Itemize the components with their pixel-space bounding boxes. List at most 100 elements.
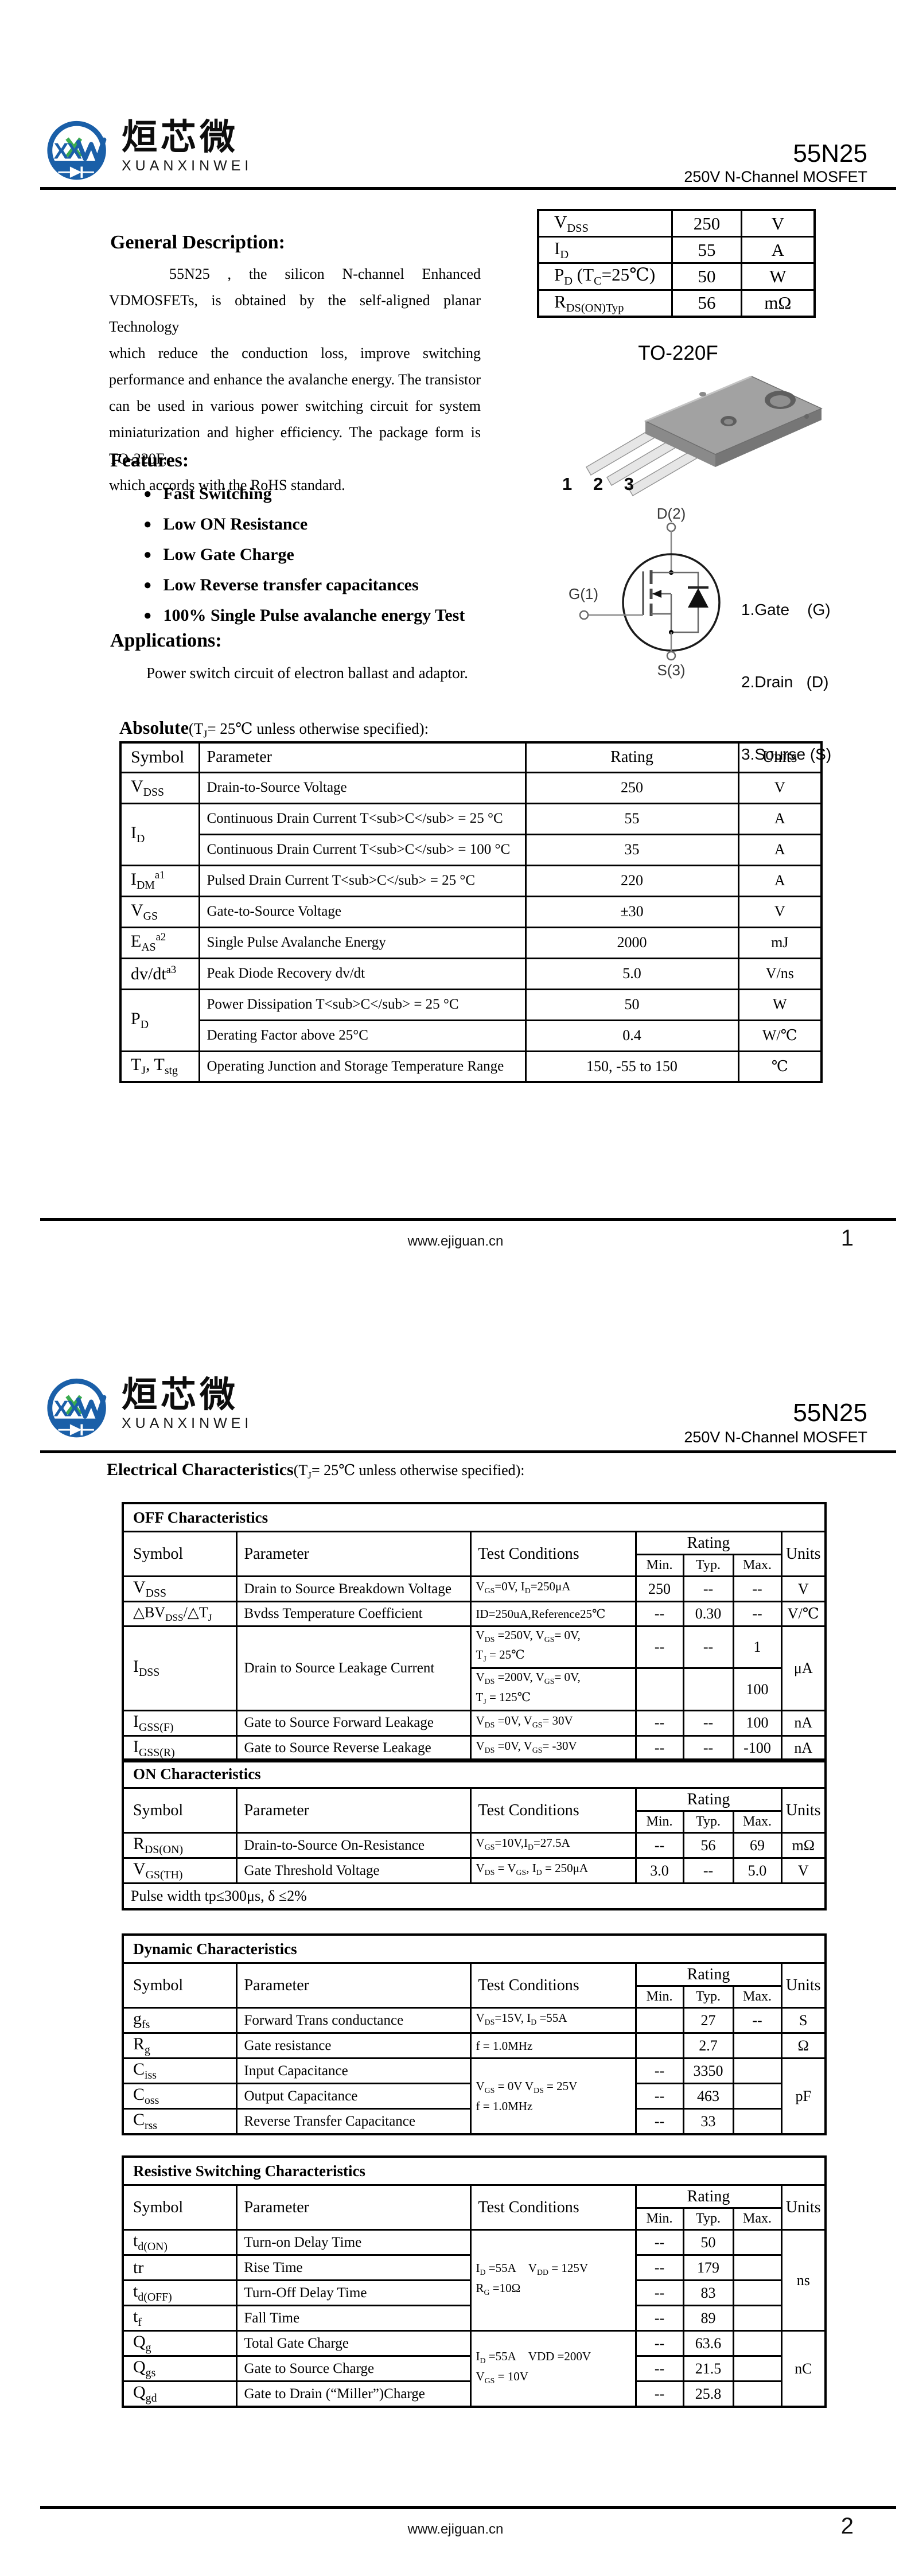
cell-typ: 2.7	[682, 2032, 734, 2059]
cell-test-conditions: VGS=0V, ID=250μA	[469, 1575, 637, 1602]
col-header-units: Units	[780, 1531, 827, 1577]
col-header-min: Min.	[634, 1554, 684, 1577]
cell-parameter: Rise Time	[235, 2254, 472, 2281]
cell-units: A	[737, 802, 823, 835]
col-header-rating: Rating	[634, 1531, 782, 1555]
cell-max: --	[732, 1601, 782, 1627]
bullet-icon: ●	[143, 517, 152, 532]
cell-parameter: Pulsed Drain Current T<sub>C</sub> = 25 …	[198, 864, 527, 897]
col-header-units: Units	[780, 1962, 827, 2009]
table-row: Rg Gate resistance f = 1.0MHz 2.7 Ω	[122, 2032, 827, 2059]
table-row: VDSS Drain to Source Breakdown Voltage V…	[122, 1575, 827, 1602]
cell-parameter: Reverse Transfer Capacitance	[235, 2108, 472, 2135]
cell-symbol: IGSS(R)	[122, 1734, 238, 1762]
cell-typ: --	[682, 1625, 734, 1670]
cell-min: --	[634, 2108, 684, 2135]
table-row: IGSS(F) Gate to Source Forward Leakage V…	[122, 1709, 827, 1737]
table-row: △BVDSS/△TJ Bvdss Temperature Coefficient…	[122, 1601, 827, 1627]
cell-parameter: Continuous Drain Current T<sub>C</sub> =…	[198, 802, 527, 835]
table-row: EASa2 Single Pulse Avalanche Energy 2000…	[119, 926, 823, 959]
cell-max	[732, 2305, 782, 2332]
table-row: gfs Forward Trans conductance VDS=15V, I…	[122, 2007, 827, 2034]
off-characteristics-table: OFF Characteristics Symbol Parameter Tes…	[122, 1502, 827, 1762]
switching-characteristics-table: Resistive Switching Characteristics Symb…	[122, 2155, 827, 2408]
cell-parameter: Turn-Off Delay Time	[235, 2279, 472, 2306]
cell-max	[732, 2330, 782, 2357]
table-row: VDSS Drain-to-Source Voltage 250 V	[119, 771, 823, 804]
cell-min: --	[634, 2355, 684, 2382]
brand-name-latin: XUANXINWEI	[122, 1415, 253, 1431]
cell-max: --	[732, 1575, 782, 1602]
package-label: TO-220F	[638, 342, 718, 364]
cell-parameter: Fall Time	[235, 2305, 472, 2332]
features-list: ● Fast Switching ● Low ON Resistance ● Low …	[143, 478, 465, 631]
part-number: 55N25	[793, 139, 867, 168]
table-title-row: Dynamic Characteristics	[122, 1933, 827, 1964]
cell-typ: 33	[682, 2108, 734, 2135]
cell-units: ℃	[737, 1050, 823, 1083]
cell-symbol: td(OFF)	[122, 2279, 238, 2306]
cell-symbol: TJ, Tstg	[119, 1050, 200, 1083]
cell-rating: 220	[524, 864, 739, 897]
cell-parameter: Single Pulse Avalanche Energy	[198, 926, 527, 959]
cell-parameter: Gate to Source Reverse Leakage	[235, 1734, 472, 1762]
cell-typ: 179	[682, 2254, 734, 2281]
mosfet-symbol-icon: D(2) G(1) S(3)	[569, 505, 721, 679]
cell-max: 69	[732, 1832, 782, 1859]
cell-rating: 5.0	[524, 957, 739, 990]
cell-units: S	[780, 2007, 827, 2034]
col-header-units: Units	[780, 1787, 827, 1834]
cell-units: pF	[780, 2057, 827, 2135]
cell-units: W/℃	[737, 1019, 823, 1052]
cell-symbol: ID	[119, 802, 200, 866]
table-header-row: Symbol Parameter Test Conditions Rating …	[122, 1787, 827, 1834]
cell-symbol: VDSS	[119, 771, 200, 804]
col-header-test-conditions: Test Conditions	[469, 2184, 637, 2231]
brand-logo: XX 烜芯微 XUANXINWEI	[45, 118, 252, 187]
cell-units: mΩ	[780, 1832, 827, 1859]
table-row: TJ, Tstg Operating Junction and Storage …	[119, 1050, 823, 1083]
cell-max: 100	[732, 1709, 782, 1737]
cell-rating: 35	[524, 833, 739, 866]
brand-logo: XX 烜芯微 XUANXINWEI	[45, 1376, 252, 1445]
col-header-typ: Typ.	[682, 2207, 734, 2231]
cell-typ: --	[682, 1575, 734, 1602]
cell-rating: 50	[524, 988, 739, 1021]
cell-symbol: ID	[537, 236, 673, 264]
cell-symbol: RDS(ON)Typ	[537, 289, 673, 318]
table-row: Qg Total Gate Charge ID =55A VDD =200V VG…	[122, 2330, 827, 2408]
col-header-max: Max.	[732, 2207, 782, 2231]
cell-max	[732, 2032, 782, 2059]
cell-parameter: Power Dissipation T<sub>C</sub> = 25 °C	[198, 988, 527, 1021]
table-header-row: Min. Typ. Max.	[123, 1810, 826, 1834]
col-header-parameter: Parameter	[235, 1787, 472, 1834]
cell-min: 250	[634, 1575, 684, 1602]
feature-item: ● 100% Single Pulse avalanche energy Test	[143, 600, 465, 631]
feature-text: Low Reverse transfer capacitances	[163, 575, 419, 594]
cell-parameter: Drain to Source Breakdown Voltage	[235, 1575, 472, 1602]
col-header-test-conditions: Test Conditions	[469, 1787, 637, 1834]
cell-units: W	[737, 988, 823, 1021]
footer-rule	[40, 1218, 896, 1221]
table-row: IGSS(R) Gate to Source Reverse Leakage V…	[122, 1734, 827, 1762]
cell-units: V	[780, 1575, 827, 1602]
cell-min: --	[634, 1734, 684, 1762]
absolute-heading-rest: (TJ= 25℃ unless otherwise specified):	[188, 720, 429, 740]
cell-typ: --	[682, 1734, 734, 1762]
cell-symbol: VGS	[119, 895, 200, 928]
cell-test-conditions: ID =55A VDD =200V VGS = 10V	[469, 2330, 637, 2408]
feature-item: ● Low Gate Charge	[143, 539, 465, 570]
cell-max	[732, 2380, 782, 2408]
col-header-units: Units	[780, 2184, 827, 2231]
cell-units: V	[780, 1857, 827, 1884]
col-header-typ: Typ.	[682, 1554, 734, 1577]
cell-units: V	[737, 895, 823, 928]
cell-typ	[682, 1667, 734, 1711]
col-header-test-conditions: Test Conditions	[469, 1962, 637, 2009]
table-title: Resistive Switching Characteristics	[122, 2155, 827, 2186]
col-header-min: Min.	[634, 2207, 684, 2231]
col-header-rating: Rating	[634, 1962, 782, 1987]
paragraph-line: which reduce the conduction loss, improv…	[109, 345, 481, 361]
pin-numbers-label: 1 2 3	[562, 474, 642, 494]
header-rule	[40, 187, 896, 190]
